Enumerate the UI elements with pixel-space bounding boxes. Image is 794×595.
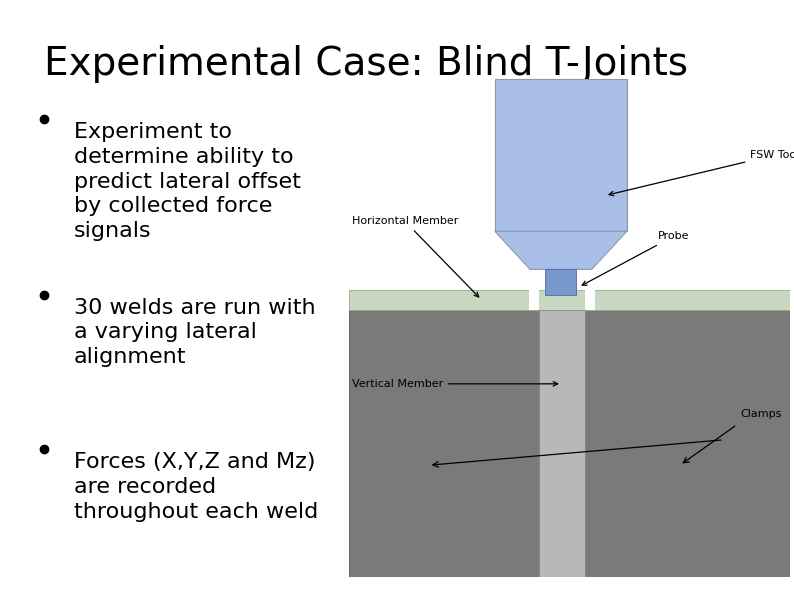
Polygon shape — [585, 310, 790, 577]
Polygon shape — [495, 231, 627, 270]
Text: Probe: Probe — [582, 231, 689, 285]
Polygon shape — [585, 290, 595, 310]
Polygon shape — [495, 79, 627, 231]
Text: Experimental Case: Blind T-Joints: Experimental Case: Blind T-Joints — [44, 45, 688, 83]
Polygon shape — [539, 310, 585, 577]
Text: Forces (X,Y,Z and Mz)
are recorded
throughout each weld: Forces (X,Y,Z and Mz) are recorded throu… — [74, 452, 318, 522]
Text: Experiment to
determine ability to
predict lateral offset
by collected force
sig: Experiment to determine ability to predi… — [74, 122, 301, 241]
Text: Horizontal Member: Horizontal Member — [352, 216, 479, 297]
Text: Clamps: Clamps — [741, 409, 782, 419]
Text: 30 welds are run with
a varying lateral
alignment: 30 welds are run with a varying lateral … — [74, 298, 315, 367]
Polygon shape — [349, 290, 790, 310]
Polygon shape — [545, 270, 576, 295]
Text: Vertical Member: Vertical Member — [352, 379, 557, 389]
Polygon shape — [349, 310, 539, 577]
Text: FSW Tool: FSW Tool — [609, 150, 794, 196]
Polygon shape — [529, 290, 539, 310]
